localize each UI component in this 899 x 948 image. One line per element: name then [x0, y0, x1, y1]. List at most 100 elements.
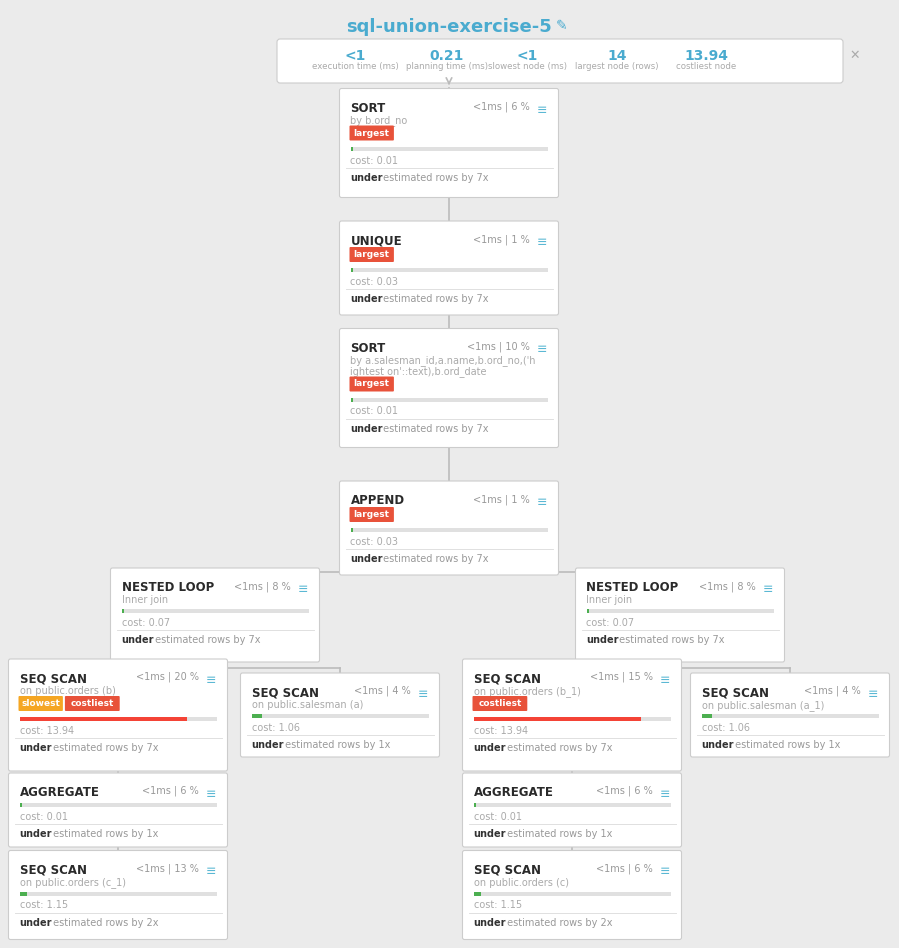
Text: estimated rows by 7x: estimated rows by 7x: [617, 635, 725, 645]
Text: estimated rows by 7x: estimated rows by 7x: [380, 424, 489, 433]
Text: under: under: [252, 740, 284, 750]
Bar: [20, 717, 187, 721]
Bar: [701, 714, 712, 718]
Text: 13.94: 13.94: [684, 49, 728, 63]
Text: ≡: ≡: [660, 788, 671, 801]
Text: planning time (ms): planning time (ms): [406, 62, 488, 71]
Text: ≡: ≡: [660, 866, 671, 879]
Text: ≡: ≡: [537, 496, 547, 509]
Bar: [121, 609, 308, 613]
Text: slowest: slowest: [22, 699, 60, 708]
Text: SORT: SORT: [351, 341, 386, 355]
Text: cost: 1.06: cost: 1.06: [701, 723, 750, 733]
Text: costliest: costliest: [478, 699, 521, 708]
FancyBboxPatch shape: [575, 568, 785, 662]
Text: cost: 1.15: cost: 1.15: [474, 901, 521, 910]
Text: under: under: [474, 918, 506, 927]
Text: estimated rows by 7x: estimated rows by 7x: [380, 294, 489, 304]
Text: largest: largest: [353, 250, 389, 259]
Text: cost: 0.03: cost: 0.03: [351, 537, 398, 547]
Text: cost: 0.07: cost: 0.07: [121, 618, 170, 628]
Text: estimated rows by 7x: estimated rows by 7x: [503, 743, 612, 753]
Text: cost: 0.01: cost: 0.01: [351, 155, 398, 166]
Text: largest: largest: [353, 129, 389, 137]
Bar: [351, 528, 547, 532]
Text: under: under: [20, 743, 52, 753]
Text: <1ms | 15 %: <1ms | 15 %: [590, 672, 653, 683]
Text: under: under: [351, 424, 383, 433]
Text: under: under: [351, 554, 383, 564]
Bar: [20, 891, 27, 896]
Text: <1ms | 6 %: <1ms | 6 %: [596, 864, 653, 874]
Text: under: under: [351, 294, 383, 304]
Text: estimated rows by 7x: estimated rows by 7x: [152, 635, 260, 645]
FancyBboxPatch shape: [350, 247, 394, 262]
Bar: [474, 891, 481, 896]
FancyBboxPatch shape: [340, 88, 558, 197]
Text: AGGREGATE: AGGREGATE: [20, 786, 100, 799]
FancyBboxPatch shape: [19, 696, 63, 711]
Text: ≡: ≡: [868, 688, 878, 701]
Text: <1ms | 20 %: <1ms | 20 %: [136, 672, 199, 683]
Text: ightest on'::text),b.ord_date: ightest on'::text),b.ord_date: [351, 367, 487, 377]
Text: ≡: ≡: [763, 583, 773, 596]
Text: <1ms | 1 %: <1ms | 1 %: [473, 234, 530, 245]
Text: <1: <1: [516, 49, 538, 63]
Text: estimated rows by 1x: estimated rows by 1x: [281, 740, 390, 750]
Text: slowest node (ms): slowest node (ms): [487, 62, 566, 71]
Text: on public.salesman (a_1): on public.salesman (a_1): [701, 700, 823, 711]
FancyBboxPatch shape: [350, 125, 394, 140]
Text: ≡: ≡: [660, 674, 671, 687]
Text: under: under: [474, 743, 506, 753]
Text: under: under: [20, 829, 52, 839]
Bar: [351, 147, 547, 151]
Text: <1ms | 6 %: <1ms | 6 %: [473, 101, 530, 112]
Text: largest: largest: [353, 510, 389, 519]
Text: cost: 0.01: cost: 0.01: [20, 812, 67, 822]
Text: SEQ SCAN: SEQ SCAN: [474, 672, 540, 685]
Bar: [20, 717, 217, 721]
Text: <1ms | 6 %: <1ms | 6 %: [142, 786, 199, 796]
Bar: [351, 528, 353, 532]
Text: on public.orders (b_1): on public.orders (b_1): [474, 686, 581, 697]
Text: 0.21: 0.21: [430, 49, 464, 63]
Text: estimated rows by 1x: estimated rows by 1x: [49, 829, 158, 839]
FancyBboxPatch shape: [8, 659, 227, 771]
Text: ≡: ≡: [418, 688, 429, 701]
Text: SEQ SCAN: SEQ SCAN: [20, 864, 86, 877]
Bar: [586, 609, 590, 613]
FancyBboxPatch shape: [350, 507, 394, 522]
Text: cost: 1.15: cost: 1.15: [20, 901, 67, 910]
Bar: [351, 268, 353, 272]
Bar: [20, 803, 217, 807]
Bar: [474, 891, 671, 896]
Text: costliest node: costliest node: [676, 62, 736, 71]
Text: SEQ SCAN: SEQ SCAN: [474, 864, 540, 877]
Text: cost: 13.94: cost: 13.94: [474, 726, 528, 736]
Text: on public.orders (b): on public.orders (b): [20, 686, 115, 696]
Text: SEQ SCAN: SEQ SCAN: [701, 686, 769, 699]
Text: ≡: ≡: [206, 674, 217, 687]
Text: <1ms | 4 %: <1ms | 4 %: [353, 686, 411, 697]
Text: on public.orders (c): on public.orders (c): [474, 878, 568, 887]
Bar: [474, 717, 671, 721]
Text: <1ms | 4 %: <1ms | 4 %: [804, 686, 860, 697]
Bar: [474, 803, 671, 807]
Text: under: under: [474, 829, 506, 839]
Text: largest node (rows): largest node (rows): [575, 62, 659, 71]
Text: 14: 14: [607, 49, 627, 63]
FancyBboxPatch shape: [462, 773, 681, 847]
Text: ≡: ≡: [206, 866, 217, 879]
Text: Inner join: Inner join: [586, 595, 633, 605]
Text: estimated rows by 1x: estimated rows by 1x: [503, 829, 612, 839]
FancyBboxPatch shape: [277, 39, 843, 83]
FancyBboxPatch shape: [350, 376, 394, 392]
Text: <1ms | 10 %: <1ms | 10 %: [467, 341, 530, 352]
Bar: [20, 891, 217, 896]
FancyBboxPatch shape: [111, 568, 319, 662]
FancyBboxPatch shape: [340, 221, 558, 315]
Text: estimated rows by 2x: estimated rows by 2x: [49, 918, 158, 927]
Text: estimated rows by 1x: estimated rows by 1x: [732, 740, 840, 750]
FancyBboxPatch shape: [340, 481, 558, 575]
Text: estimated rows by 7x: estimated rows by 7x: [49, 743, 158, 753]
